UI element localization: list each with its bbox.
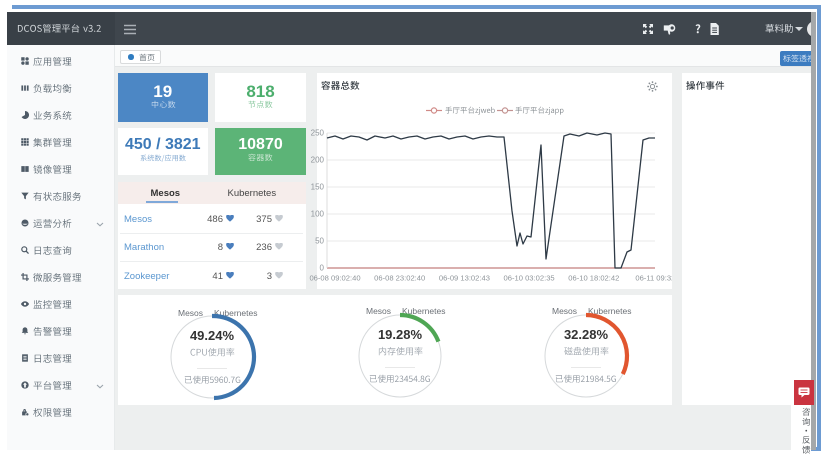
svg-text:50: 50: [315, 237, 324, 246]
svg-text:200: 200: [311, 156, 325, 165]
svg-text:0: 0: [320, 264, 325, 273]
svg-text:100: 100: [311, 210, 325, 219]
svg-text:06-10 18:02:42: 06-10 18:02:42: [568, 274, 619, 283]
svg-text:06-11 09:32:3: 06-11 09:32:3: [635, 274, 672, 283]
svg-text:06-08 09:02:40: 06-08 09:02:40: [309, 274, 360, 283]
svg-text:06-08 23:02:40: 06-08 23:02:40: [374, 274, 425, 283]
svg-text:06-10 03:02:35: 06-10 03:02:35: [504, 274, 555, 283]
svg-text:150: 150: [311, 183, 325, 192]
svg-text:250: 250: [311, 129, 325, 138]
svg-text:06-09 13:02:43: 06-09 13:02:43: [439, 274, 490, 283]
